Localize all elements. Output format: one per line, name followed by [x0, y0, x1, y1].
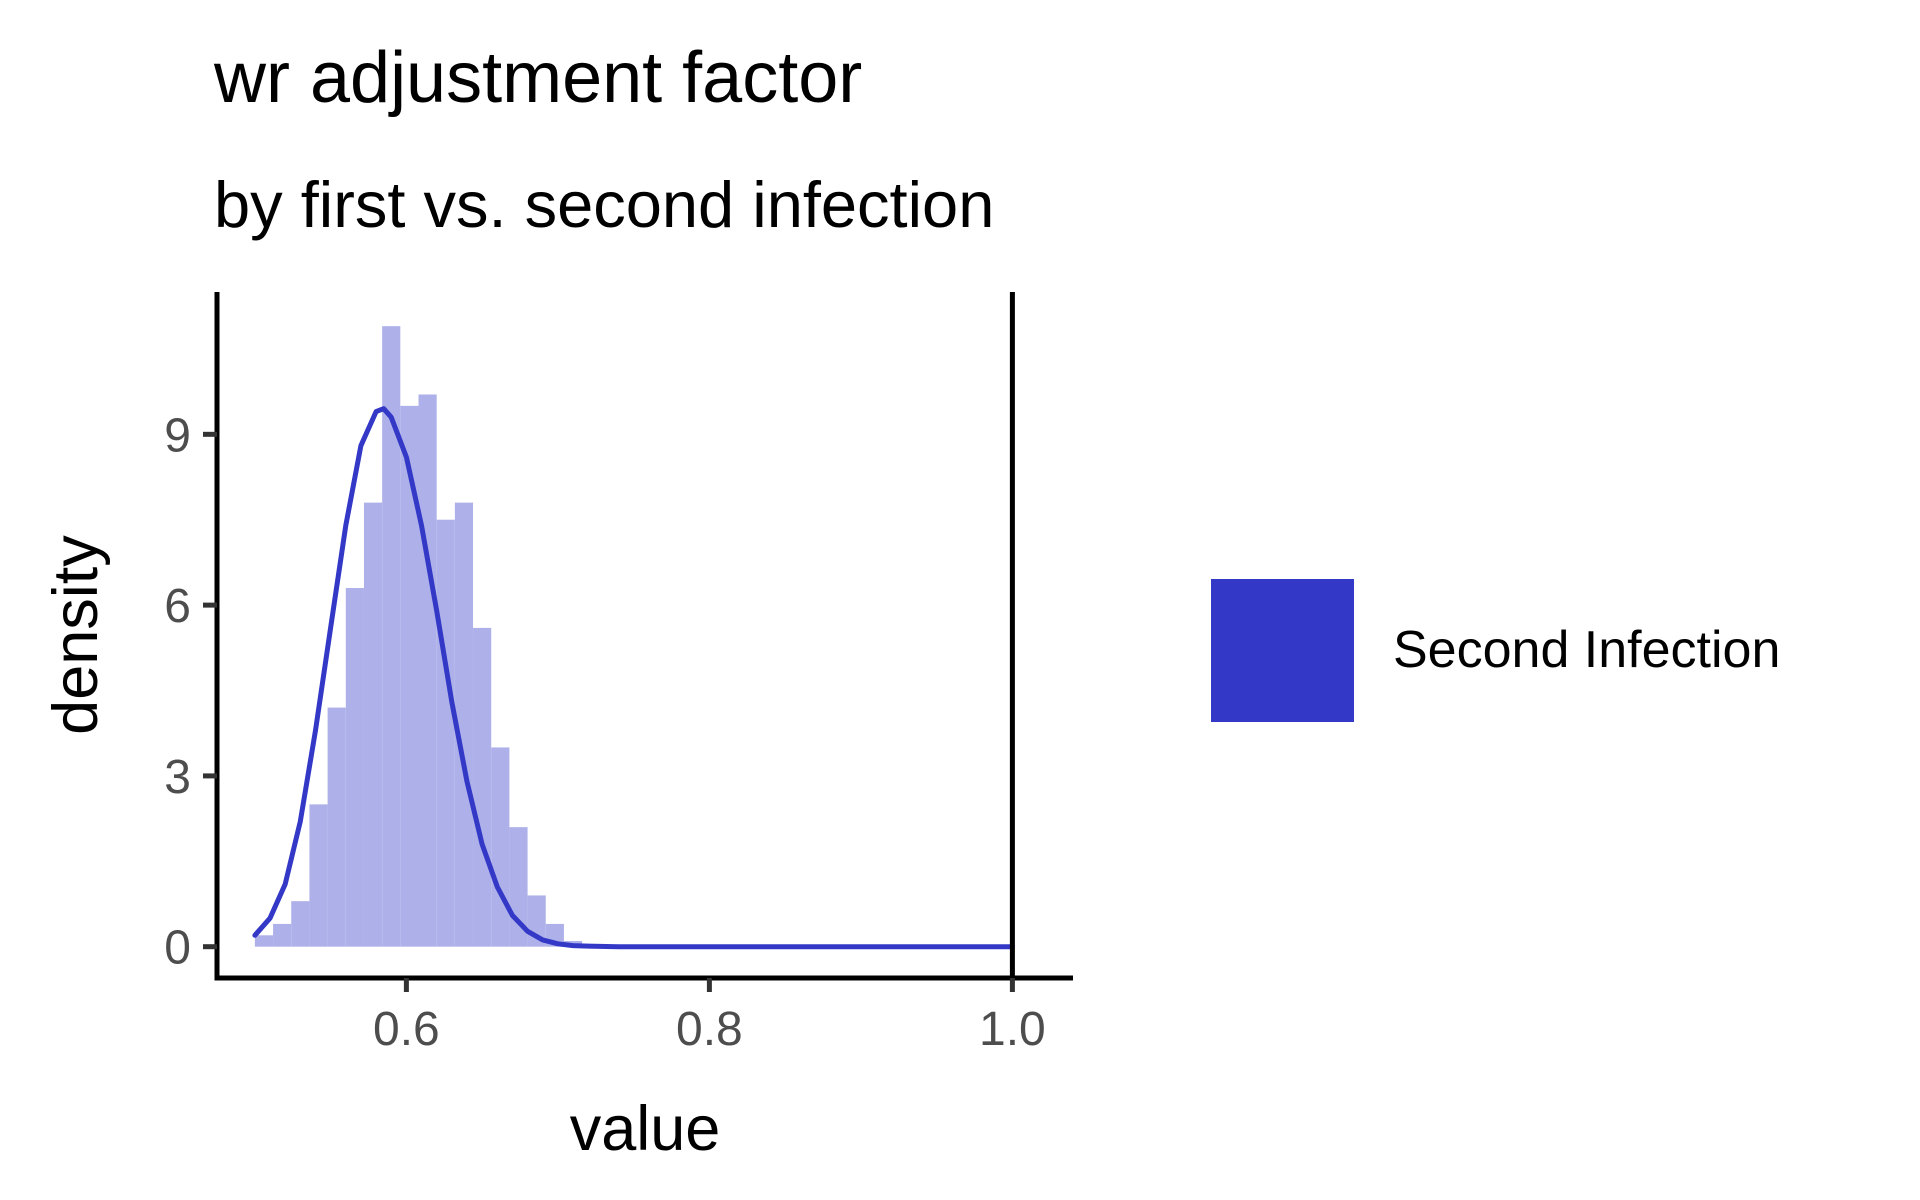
histogram-bar [254, 935, 274, 947]
histogram-bar [454, 502, 474, 947]
histogram-bar [400, 405, 419, 947]
histogram-bars [254, 326, 583, 947]
legend-key-second-infection [1211, 579, 1354, 722]
chart-title: wr adjustment factor [214, 38, 863, 118]
histogram-bar [382, 326, 401, 947]
y-tick-label: 6 [164, 580, 191, 633]
x-tick-label: 1.0 [979, 1003, 1046, 1056]
histogram-bar [491, 747, 510, 947]
histogram-bar [327, 707, 346, 947]
y-tick-label: 0 [164, 922, 191, 975]
histogram-bar [418, 394, 437, 947]
histogram-bar [436, 519, 455, 947]
y-axis-ticks: 0 3 6 9 [164, 409, 217, 975]
histogram-bar [273, 923, 292, 947]
chart-subtitle: by first vs. second infection [214, 168, 995, 241]
x-axis-ticks: 0.6 0.8 1.0 [373, 978, 1046, 1056]
x-axis-label: value [570, 1094, 721, 1164]
histogram-bar [473, 627, 492, 947]
density-curve [252, 406, 1015, 950]
y-tick-label: 9 [164, 409, 191, 462]
histogram-bar [309, 804, 328, 947]
histogram-bar [345, 588, 364, 947]
legend-label-second-infection: Second Infection [1393, 621, 1781, 679]
histogram-bar [291, 901, 310, 947]
y-axis-label: density [41, 535, 111, 735]
x-tick-label: 0.8 [676, 1003, 743, 1056]
histogram-bar [363, 502, 383, 947]
y-tick-label: 3 [164, 751, 191, 804]
x-tick-label: 0.6 [373, 1003, 440, 1056]
